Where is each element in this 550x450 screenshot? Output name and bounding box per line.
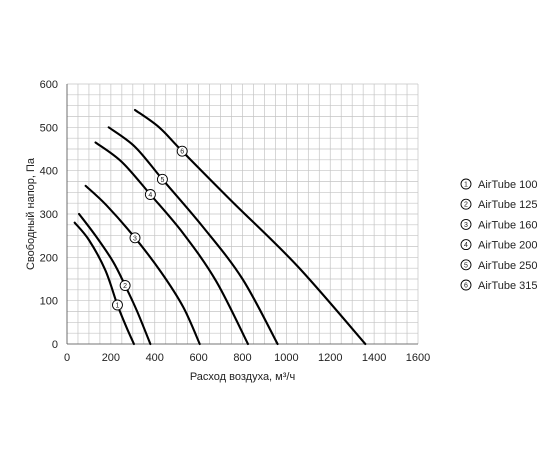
x-axis-label: Расход воздуха, м³/ч — [190, 371, 295, 383]
y-tick-label: 600 — [40, 79, 58, 91]
series-line-6 — [133, 108, 367, 346]
legend-label: AirTube 100 — [478, 179, 538, 191]
series-marker-5 — [156, 173, 168, 185]
x-tick-label: 0 — [64, 352, 70, 364]
series-line-3 — [84, 184, 201, 346]
y-tick-label: 500 — [40, 122, 58, 134]
series-marker-label: 2 — [123, 283, 127, 290]
series-marker-6 — [176, 145, 188, 157]
y-axis-label: Свободный напор, Па — [25, 157, 37, 270]
legend-label: AirTube 200 — [478, 240, 538, 252]
legend-label: AirTube 250 — [478, 260, 538, 272]
series-line-5 — [107, 126, 279, 346]
legend-marker-label: 6 — [464, 283, 468, 290]
series-line-2 — [78, 212, 152, 346]
legend-label: AirTube 315 — [478, 280, 538, 292]
legend-item: 4 AirTube 200 — [460, 239, 538, 252]
legend-marker — [460, 279, 472, 291]
x-tick-label: 1600 — [406, 352, 430, 364]
series-marker-label: 5 — [160, 177, 164, 184]
series-marker-2 — [119, 280, 131, 291]
legend-marker — [460, 259, 472, 271]
legend: 1 AirTube 100 2 AirTube 125 3 AirTube 160 4 Air… — [460, 178, 538, 292]
y-tick-label: 200 — [40, 252, 58, 264]
x-tick-label: 1200 — [318, 352, 342, 364]
legend-item: 3 AirTube 160 — [460, 218, 538, 231]
y-tick-label: 300 — [40, 209, 58, 221]
series-marker-label: 3 — [133, 235, 137, 242]
x-tick-label: 1400 — [362, 352, 386, 364]
legend-marker — [460, 198, 472, 210]
series-lines — [73, 108, 367, 346]
legend-item: 6 AirTube 315 — [460, 279, 538, 292]
legend-marker-label: 2 — [464, 202, 468, 209]
x-tick-label: 800 — [233, 352, 251, 364]
legend-marker — [460, 218, 472, 230]
legend-label: AirTube 160 — [478, 219, 538, 231]
series-line-1 — [73, 221, 135, 346]
series-marker-4 — [144, 189, 156, 200]
grid — [66, 83, 419, 345]
legend-label: AirTube 125 — [478, 199, 538, 211]
series-marker-label: 1 — [116, 303, 120, 310]
y-tick-label: 0 — [52, 339, 58, 351]
x-tick-label: 1000 — [274, 352, 298, 364]
series-line-4 — [94, 141, 250, 346]
x-tick-label: 400 — [146, 352, 164, 364]
legend-marker — [460, 239, 472, 251]
x-tick-label: 600 — [189, 352, 207, 364]
series-marker-1 — [112, 299, 123, 311]
legend-marker-label: 4 — [464, 242, 468, 249]
legend-item: 2 AirTube 125 — [460, 198, 538, 211]
legend-marker-label: 1 — [464, 182, 468, 189]
x-tick-label: 200 — [102, 352, 120, 364]
series-marker-label: 6 — [180, 149, 184, 156]
series-marker-3 — [129, 232, 141, 244]
legend-item: 1 AirTube 100 — [460, 178, 538, 191]
y-tick-label: 100 — [40, 296, 58, 308]
y-tick-label: 400 — [40, 166, 58, 178]
legend-item: 5 AirTube 250 — [460, 259, 538, 272]
legend-marker-label: 3 — [464, 222, 468, 229]
legend-marker-label: 5 — [464, 262, 468, 269]
tick-labels: 0 200 400 600 800 1000 1200 1400 160001002003004… — [40, 79, 431, 364]
series-marker-label: 4 — [148, 192, 152, 199]
legend-marker — [460, 178, 472, 190]
series-markers: 1 2 3 4 5 6 — [112, 145, 188, 311]
